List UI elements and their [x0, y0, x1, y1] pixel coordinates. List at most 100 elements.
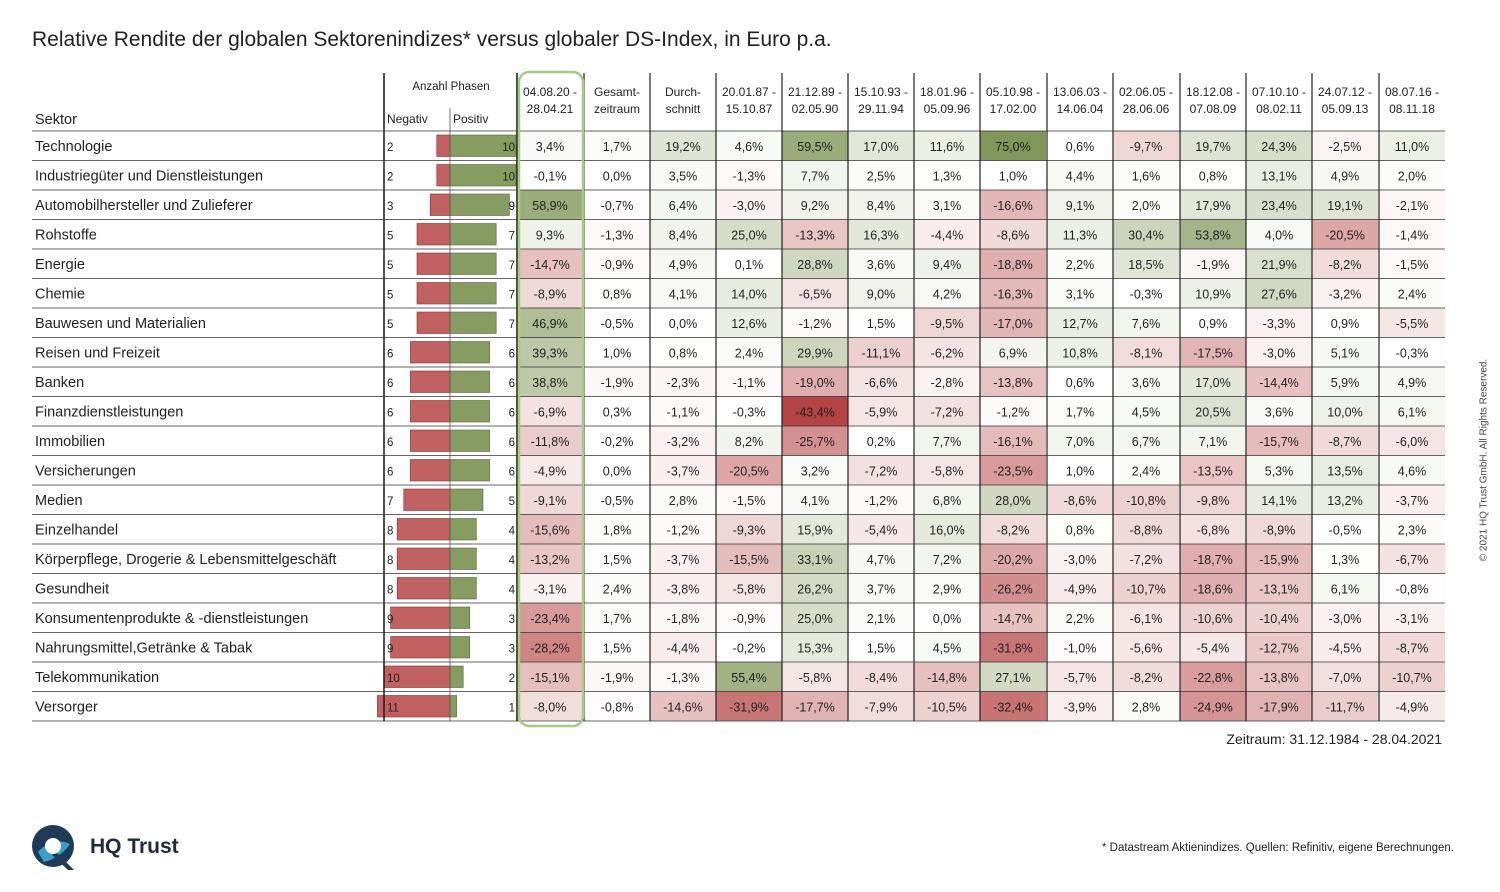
value-label: -5,5% [1396, 317, 1429, 331]
value-cell [1047, 691, 1113, 721]
value-cell [1047, 485, 1113, 515]
value-cell [1047, 603, 1113, 633]
value-label: -14,6% [663, 700, 703, 714]
value-cell [1047, 249, 1113, 279]
negative-phase-bar [436, 164, 451, 187]
value-label: 2,2% [1066, 612, 1095, 626]
value-label: 1,8% [603, 523, 632, 537]
value-cell [650, 632, 716, 662]
value-label: 4,6% [1398, 464, 1427, 478]
negative-phase-count: 7 [387, 496, 393, 508]
value-label: -3,0% [733, 199, 766, 213]
value-label: 33,1% [797, 553, 832, 567]
negative-phase-count: 9 [387, 643, 393, 655]
value-label: -31,9% [729, 700, 769, 714]
value-cell [584, 662, 650, 692]
value-label: 6,1% [1331, 582, 1360, 596]
sector-label: Bauwesen und Materialien [35, 316, 206, 332]
value-label: 15,9% [797, 523, 832, 537]
value-cell [1113, 337, 1179, 367]
value-cell [1312, 485, 1378, 515]
value-label: -4,4% [931, 228, 964, 242]
value-label: 0,3% [603, 405, 632, 419]
value-label: -13,3% [795, 228, 835, 242]
value-label: 30,4% [1128, 228, 1163, 242]
value-cell [1312, 544, 1378, 574]
value-label: -5,7% [1064, 671, 1097, 685]
value-label: -6,5% [799, 287, 832, 301]
value-label: 4,5% [1132, 405, 1161, 419]
value-cell [1180, 367, 1246, 397]
value-cell [1379, 249, 1445, 279]
negative-phase-bar [403, 488, 451, 511]
value-cell [980, 514, 1046, 544]
value-label: -24,9% [1193, 700, 1233, 714]
value-cell [716, 544, 782, 574]
column-header-8-line1: 05.10.98 - [986, 85, 1040, 99]
value-cell [1047, 278, 1113, 308]
value-cell [848, 367, 914, 397]
column-header-1-line1: 04.08.20 - [523, 85, 577, 99]
value-cell [980, 367, 1046, 397]
value-cell [1113, 603, 1179, 633]
value-label: 7,2% [933, 553, 962, 567]
positive-phase-bar [449, 488, 484, 511]
value-cell [1379, 544, 1445, 574]
value-label: 55,4% [731, 671, 766, 685]
negative-phase-count: 6 [387, 437, 393, 449]
sector-label: Finanzdienstleistungen [35, 404, 183, 420]
value-cell [1180, 544, 1246, 574]
value-cell [1379, 160, 1445, 190]
positive-phase-count: 4 [509, 555, 516, 567]
positive-phase-count: 10 [502, 171, 515, 183]
column-header-14-line1: 08.07.16 - [1385, 85, 1439, 99]
value-cell [980, 632, 1046, 662]
value-cell [914, 308, 980, 338]
value-label: -14,7% [993, 612, 1033, 626]
value-cell [914, 131, 980, 161]
value-label: 9,3% [536, 228, 565, 242]
value-cell [1379, 278, 1445, 308]
value-label: 2,2% [1066, 258, 1095, 272]
value-label: -6,2% [931, 346, 964, 360]
value-cell [650, 160, 716, 190]
value-cell [1379, 367, 1445, 397]
column-header-10-line2: 28.06.06 [1123, 102, 1170, 116]
value-cell [980, 603, 1046, 633]
value-cell [517, 249, 583, 279]
value-label: 1,7% [603, 140, 632, 154]
value-label: 26,2% [797, 582, 832, 596]
value-label: 20,5% [1195, 405, 1230, 419]
value-cell [1379, 426, 1445, 456]
sector-label: Medien [35, 493, 83, 509]
value-label: -0,3% [1130, 287, 1163, 301]
value-label: -6,7% [1396, 553, 1429, 567]
value-cell [980, 249, 1046, 279]
value-cell [517, 691, 583, 721]
value-cell [782, 603, 848, 633]
value-cell [1113, 426, 1179, 456]
value-cell [716, 662, 782, 692]
value-cell [1246, 367, 1312, 397]
value-label: -6,1% [1130, 612, 1163, 626]
value-cell [1246, 219, 1312, 249]
value-label: 1,6% [1132, 169, 1161, 183]
sector-label: Chemie [35, 286, 85, 302]
value-label: 4,9% [1398, 376, 1427, 390]
negative-phase-bar [416, 223, 451, 246]
value-cell [650, 308, 716, 338]
value-label: 0,2% [867, 435, 896, 449]
positive-phase-bar [449, 577, 477, 600]
value-cell [517, 544, 583, 574]
value-label: 3,5% [669, 169, 698, 183]
value-cell [650, 514, 716, 544]
column-header-14-line2: 08.11.18 [1389, 102, 1435, 116]
value-label: -8,7% [1396, 641, 1429, 655]
value-label: 23,4% [1261, 199, 1296, 213]
value-label: -8,9% [1263, 523, 1296, 537]
value-cell [584, 691, 650, 721]
positive-phase-count: 6 [509, 407, 515, 419]
value-cell [1113, 249, 1179, 279]
value-label: 4,4% [1066, 169, 1095, 183]
positive-phase-bar [449, 518, 477, 541]
